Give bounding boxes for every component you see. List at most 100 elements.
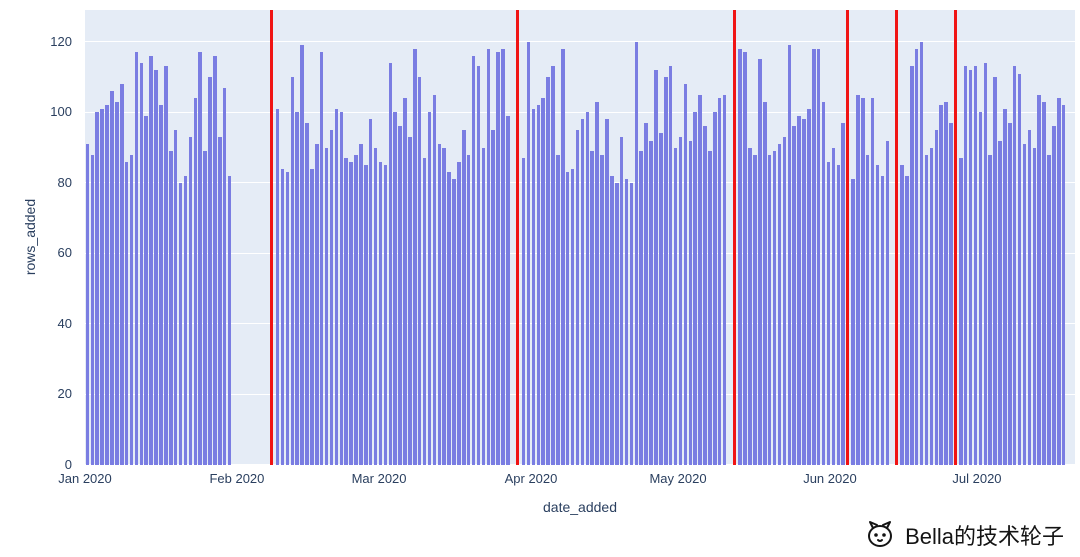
bar [870,98,875,465]
bar [865,154,870,465]
bar [134,52,139,465]
bar [905,175,909,465]
bar [95,112,99,465]
bar [722,94,727,465]
bar [295,112,299,465]
red-marker-line [269,10,273,465]
bar [462,129,466,465]
bar [203,151,207,465]
bar [654,69,658,465]
bar [1037,94,1041,465]
gridline [85,323,1075,325]
gridline [85,393,1075,395]
bar [875,165,880,465]
bar [748,147,752,465]
bar [536,105,541,465]
bar [154,69,158,465]
bar [1052,126,1056,465]
gridline [85,111,1075,113]
bar [580,119,585,465]
bar [388,62,393,465]
gridline [85,252,1075,254]
bar [782,136,787,465]
bar [115,101,119,465]
bar [169,151,173,465]
bar [339,112,344,465]
bar [605,119,609,465]
bar [753,154,757,465]
bar [1022,144,1027,465]
bar [1032,147,1037,465]
bar [437,144,442,465]
bar [826,161,831,465]
bar [968,69,973,465]
gridline [85,464,1075,465]
bar [939,105,943,465]
bar [486,48,491,465]
bar [713,112,717,465]
bar [668,66,673,465]
bar [90,154,95,465]
bar [218,136,222,465]
bar [354,154,358,465]
bar [329,129,334,465]
bar [914,48,919,465]
bar [349,161,353,465]
x-tick-label: Feb 2020 [209,471,265,486]
bar [310,168,314,465]
bar [575,129,580,465]
bar [807,108,811,465]
bar [934,129,939,465]
bar [973,66,978,465]
bar [836,165,841,465]
x-tick-label: Jun 2020 [803,471,857,486]
bar [763,101,767,465]
bar [619,136,624,465]
bar [1017,73,1022,465]
bar [227,175,232,465]
y-axis-title: rows_added [22,198,38,276]
bar [124,161,129,465]
bar [119,84,124,465]
bar [422,158,427,465]
bar [880,175,885,465]
bar [900,165,904,465]
x-tick-label: Jul 2020 [952,471,1002,486]
bar [344,158,348,465]
bar [413,48,417,465]
bar [213,55,217,465]
bar [466,154,471,465]
bar [570,168,575,465]
watermark-text: Bella的技术轮子 [905,524,1064,549]
bar [565,172,570,465]
bar [556,154,560,465]
bar [208,77,212,465]
bar [717,98,722,465]
bar [149,55,153,465]
bar [496,52,500,465]
bar [1061,105,1066,465]
bar [476,66,481,465]
bar [481,147,486,465]
bar [222,87,227,465]
bar [442,147,446,465]
bar [998,140,1002,465]
bar [110,91,114,465]
bar [590,151,594,465]
bar [949,122,953,465]
bar [983,62,988,465]
bar [634,41,639,465]
bar [831,147,836,465]
bar [471,55,476,465]
bar [816,48,821,465]
bar [159,105,163,465]
bar [708,151,712,465]
bar [841,122,845,465]
red-marker-line [733,10,737,465]
bar [198,52,202,465]
bar [359,144,363,465]
bar [305,122,309,465]
y-tick-label: 120 [50,33,72,49]
bar [164,66,168,465]
